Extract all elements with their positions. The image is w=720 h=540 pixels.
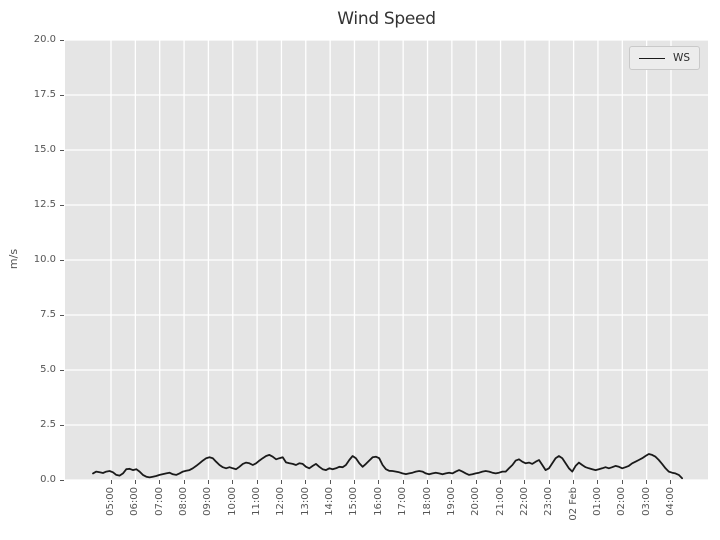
x-tick-mark (232, 480, 234, 484)
x-tick-mark (159, 480, 161, 484)
plot-area: WS (65, 40, 708, 480)
x-tick-mark (402, 480, 404, 484)
y-tick-mark (60, 479, 64, 481)
x-tick-mark (451, 480, 453, 484)
x-tick-mark (353, 480, 355, 484)
x-tick-mark (134, 480, 136, 484)
x-tick-mark (597, 480, 599, 484)
x-tick-label: 02:00 (616, 487, 628, 516)
y-tick-mark (60, 94, 64, 96)
x-tick-mark (378, 480, 380, 484)
x-tick-mark (280, 480, 282, 484)
y-tick-label: 7.5 (40, 309, 56, 320)
x-tick-label: 01:00 (591, 487, 603, 516)
x-tick-mark (573, 480, 575, 484)
x-tick-label: 21:00 (494, 487, 506, 516)
x-tick-label: 06:00 (129, 487, 141, 516)
plot-canvas (65, 40, 708, 480)
x-tick-mark (207, 480, 209, 484)
x-tick-label: 13:00 (299, 487, 311, 516)
y-tick-label: 2.5 (40, 419, 56, 430)
x-tick-label: 18:00 (421, 487, 433, 516)
y-axis-label: m/s (7, 248, 20, 270)
y-tick-mark (60, 204, 64, 206)
x-tick-label: 09:00 (202, 487, 214, 516)
chart-title: Wind Speed (337, 9, 436, 29)
x-tick-label: 03:00 (640, 487, 652, 516)
x-tick-mark (524, 480, 526, 484)
y-tick-label: 5.0 (40, 364, 56, 375)
x-tick-label: 17:00 (397, 487, 409, 516)
x-tick-mark (500, 480, 502, 484)
x-tick-label: 05:00 (105, 487, 116, 516)
x-tick-label: 22:00 (518, 487, 530, 516)
y-tick-label: 15.0 (33, 144, 56, 155)
x-tick-mark (305, 480, 307, 484)
x-tick-mark (329, 480, 331, 484)
y-tick-label: 0.0 (40, 474, 56, 485)
x-tick-label: 15:00 (348, 487, 360, 516)
x-tick-label: 16:00 (372, 487, 384, 516)
x-tick-label: 04:00 (664, 487, 676, 516)
x-tick-label: 11:00 (251, 487, 263, 516)
x-tick-label: 08:00 (178, 487, 190, 516)
x-tick-label: 19:00 (445, 487, 457, 516)
y-tick-label: 12.5 (33, 199, 56, 210)
y-tick-mark (60, 149, 64, 151)
legend: WS (628, 46, 700, 70)
x-tick-label: 02 Feb (567, 487, 579, 521)
y-tick-mark (60, 39, 64, 41)
x-tick-mark (110, 480, 112, 484)
y-tick-mark (60, 314, 64, 316)
x-tick-mark (256, 480, 258, 484)
series-line-ws (92, 453, 683, 480)
x-tick-mark (548, 480, 550, 484)
y-tick-mark (60, 424, 64, 426)
legend-line-sample-icon (638, 57, 665, 59)
x-tick-mark (646, 480, 648, 484)
x-tick-mark (475, 480, 477, 484)
x-tick-label: 20:00 (470, 487, 482, 516)
y-tick-mark (60, 369, 64, 371)
legend-label: WS (672, 52, 690, 64)
x-tick-mark (670, 480, 672, 484)
x-tick-label: 07:00 (153, 487, 165, 516)
x-tick-label: 23:00 (543, 487, 555, 516)
y-tick-mark (60, 259, 64, 261)
y-tick-label: 20.0 (33, 34, 56, 45)
x-tick-label: 12:00 (275, 487, 287, 516)
y-tick-label: 17.5 (33, 89, 56, 100)
x-tick-mark (621, 480, 623, 484)
x-tick-mark (427, 480, 429, 484)
x-tick-mark (183, 480, 185, 484)
x-tick-label: 14:00 (324, 487, 336, 516)
x-tick-label: 10:00 (226, 487, 238, 516)
